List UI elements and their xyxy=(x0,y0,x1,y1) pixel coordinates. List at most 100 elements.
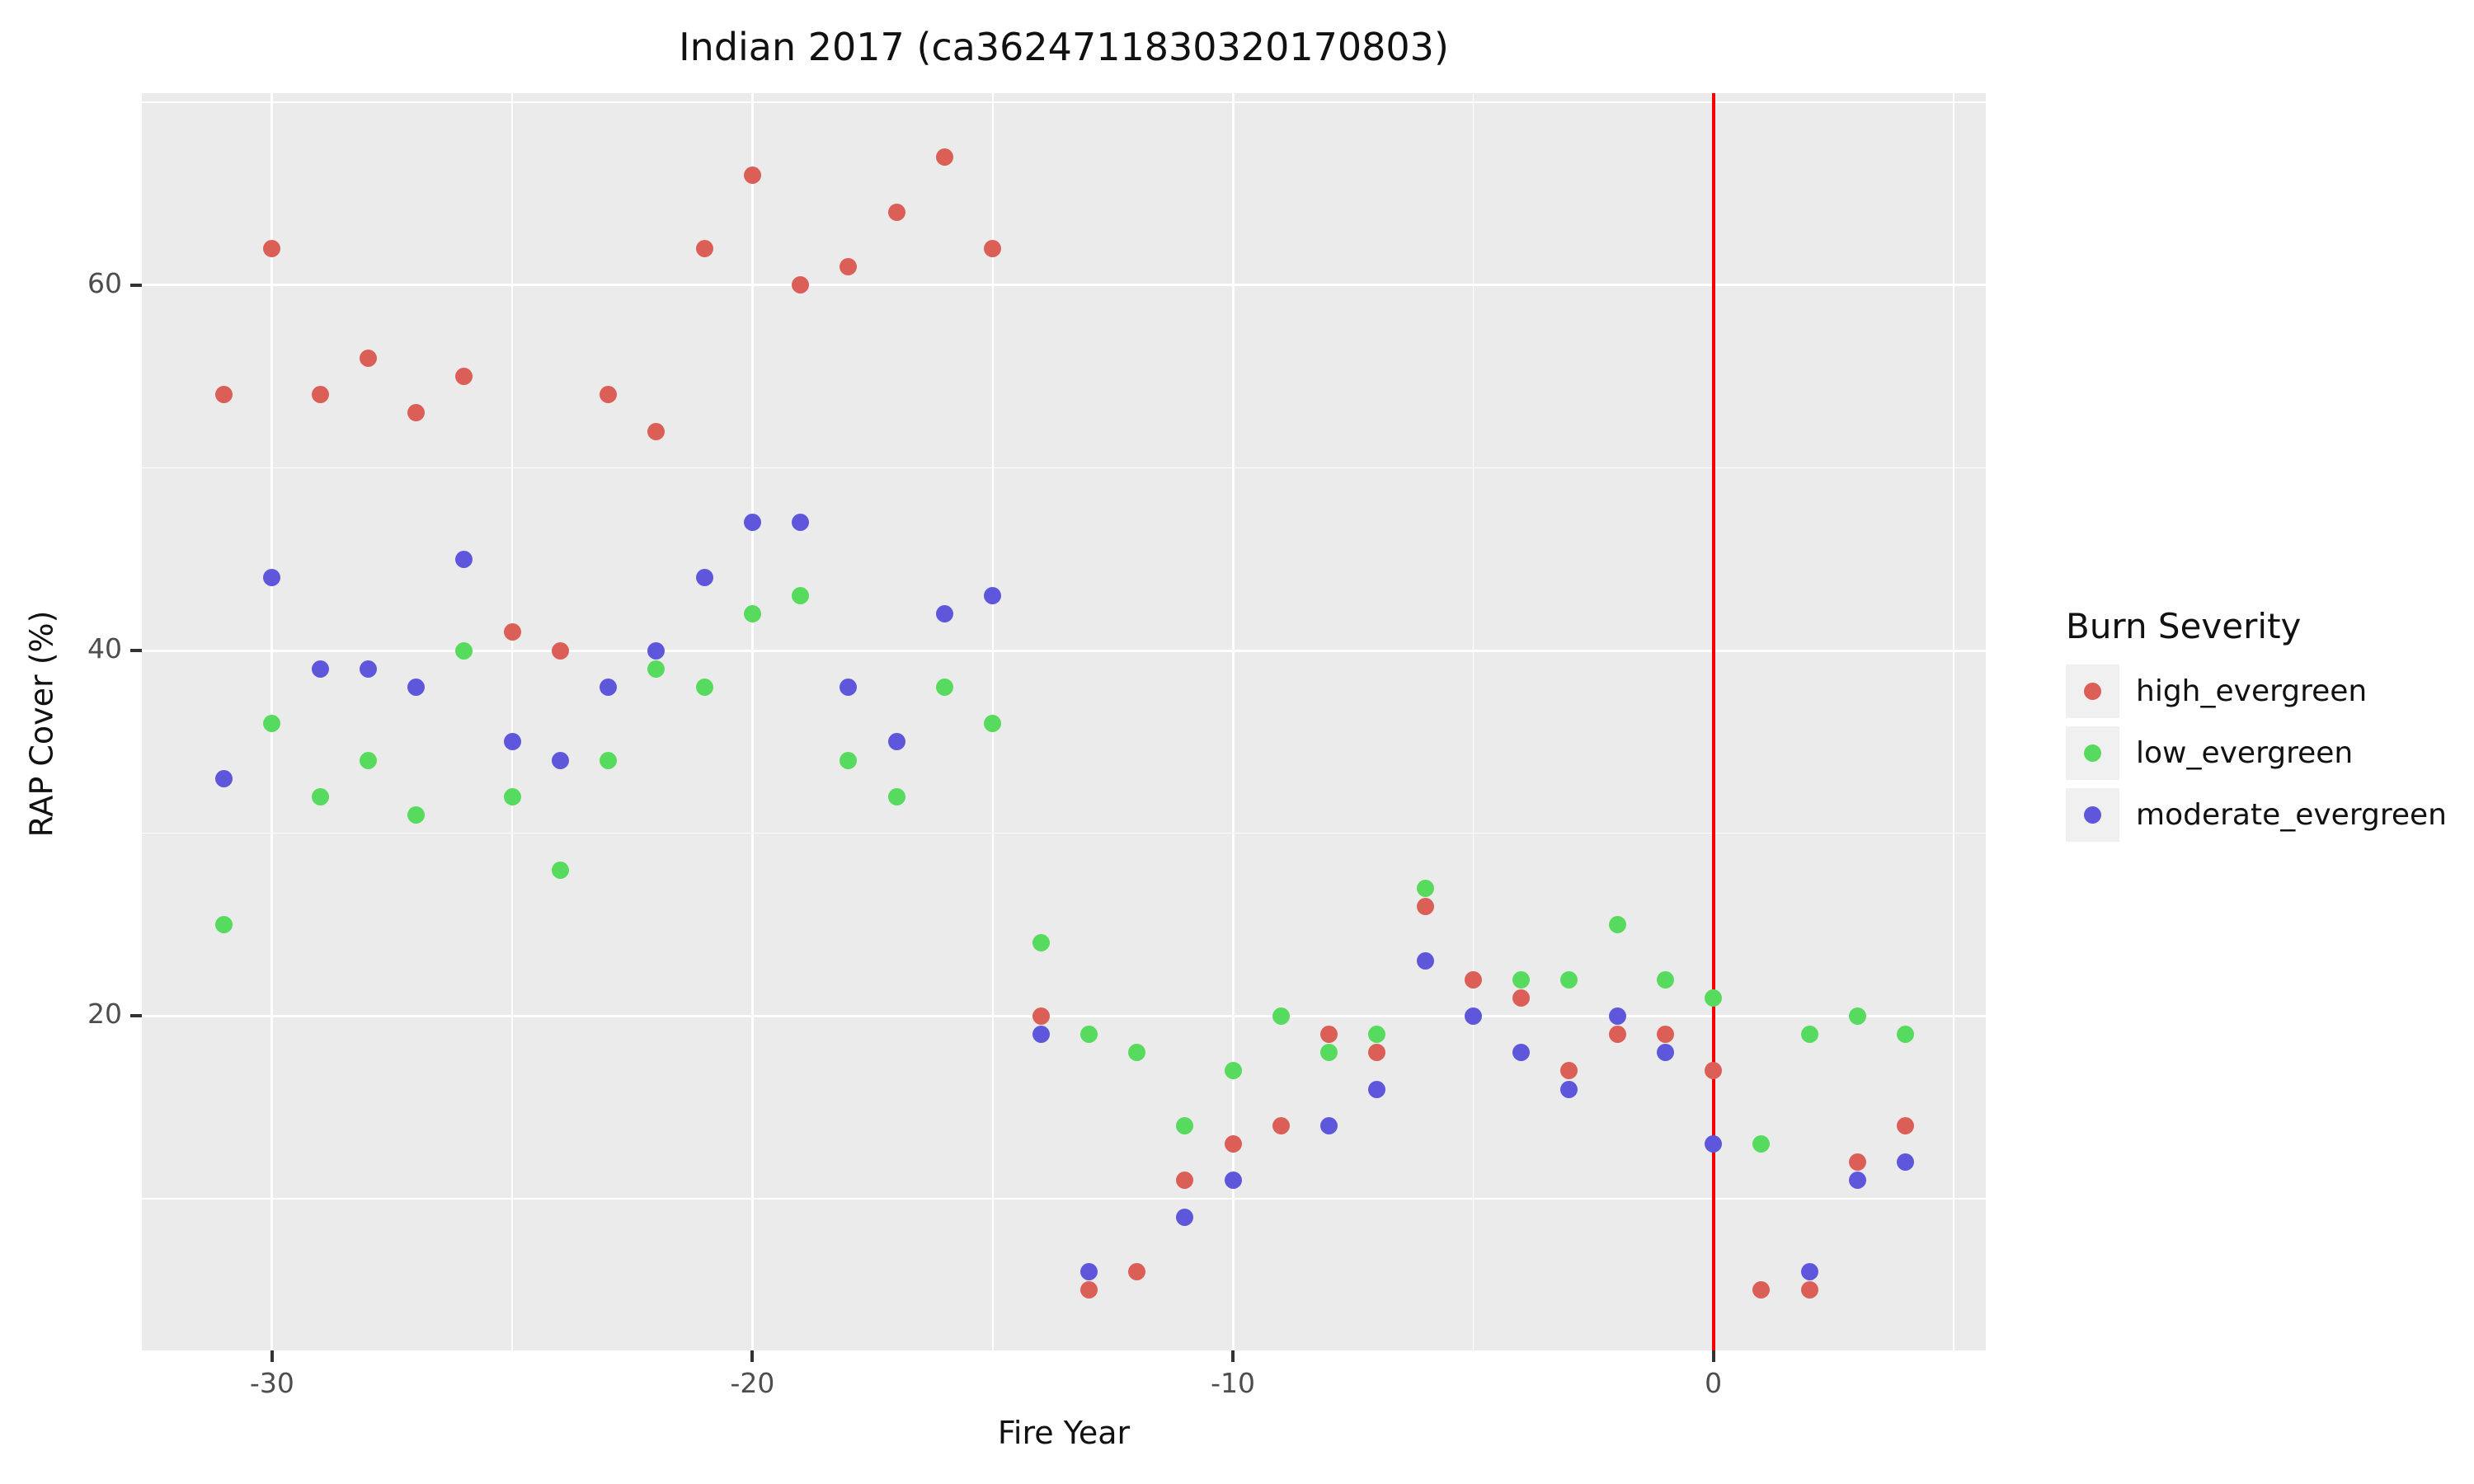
data-point-moderate_evergreen xyxy=(1800,1263,1818,1281)
data-point-low_evergreen xyxy=(1032,934,1050,952)
x-tick-label: -10 xyxy=(1211,1367,1256,1399)
data-point-low_evergreen xyxy=(1416,879,1434,897)
data-point-low_evergreen xyxy=(792,587,810,605)
legend-dot-icon xyxy=(2084,683,2101,700)
data-point-moderate_evergreen xyxy=(263,568,281,586)
data-point-high_evergreen xyxy=(1128,1263,1146,1281)
data-point-high_evergreen xyxy=(1512,989,1531,1007)
data-point-moderate_evergreen xyxy=(215,769,233,787)
y-tick-label: 60 xyxy=(87,266,122,299)
x-minor-gridline xyxy=(1953,93,1954,1350)
data-point-high_evergreen xyxy=(503,623,521,641)
y-tick-mark xyxy=(130,283,142,287)
data-point-moderate_evergreen xyxy=(1464,1007,1482,1025)
data-point-low_evergreen xyxy=(1224,1062,1242,1080)
legend-item-label: high_evergreen xyxy=(2136,674,2368,708)
data-point-moderate_evergreen xyxy=(551,751,569,769)
data-point-high_evergreen xyxy=(1416,897,1434,915)
data-point-low_evergreen xyxy=(1128,1044,1146,1062)
y-minor-gridline xyxy=(142,1198,1986,1200)
y-minor-gridline xyxy=(142,832,1986,834)
data-point-high_evergreen xyxy=(1032,1007,1050,1025)
data-point-moderate_evergreen xyxy=(936,605,954,623)
x-tick-mark xyxy=(1711,1350,1715,1362)
data-point-moderate_evergreen xyxy=(1848,1172,1866,1190)
data-point-low_evergreen xyxy=(1897,1026,1915,1044)
chart-title: Indian 2017 (ca3624711830320170803) xyxy=(679,25,1449,69)
legend-dot-icon xyxy=(2084,744,2101,762)
data-point-low_evergreen xyxy=(1079,1026,1098,1044)
data-point-low_evergreen xyxy=(311,787,329,805)
data-point-moderate_evergreen xyxy=(695,568,713,586)
data-point-moderate_evergreen xyxy=(887,733,905,751)
fire-year-vline xyxy=(1711,93,1715,1350)
data-point-high_evergreen xyxy=(1656,1026,1674,1044)
data-point-high_evergreen xyxy=(936,148,954,167)
data-point-low_evergreen xyxy=(359,751,377,769)
y-tick-label: 40 xyxy=(87,632,122,665)
x-tick-mark xyxy=(750,1350,755,1362)
data-point-low_evergreen xyxy=(743,605,761,623)
data-point-low_evergreen xyxy=(263,715,281,733)
legend-item-high_evergreen: high_evergreen xyxy=(2066,665,2462,718)
legend-item-low_evergreen: low_evergreen xyxy=(2066,726,2462,780)
data-point-low_evergreen xyxy=(503,787,521,805)
legend-dot-icon xyxy=(2084,806,2101,824)
data-point-high_evergreen xyxy=(1464,970,1482,989)
y-tick-mark xyxy=(130,1014,142,1018)
legend-key-swatch xyxy=(2066,726,2119,780)
data-point-low_evergreen xyxy=(1608,916,1626,934)
y-minor-gridline xyxy=(142,467,1986,469)
data-point-low_evergreen xyxy=(1512,970,1531,989)
data-point-high_evergreen xyxy=(1752,1281,1771,1299)
data-point-low_evergreen xyxy=(1800,1026,1818,1044)
data-point-moderate_evergreen xyxy=(407,678,426,696)
data-point-moderate_evergreen xyxy=(1368,1080,1386,1098)
legend-item-label: low_evergreen xyxy=(2136,736,2354,770)
data-point-high_evergreen xyxy=(1368,1044,1386,1062)
x-major-gridline xyxy=(1231,93,1235,1350)
data-point-moderate_evergreen xyxy=(1416,952,1434,970)
x-tick-label: 0 xyxy=(1705,1367,1723,1399)
data-point-moderate_evergreen xyxy=(1512,1044,1531,1062)
data-point-low_evergreen xyxy=(984,715,1002,733)
x-tick-label: -20 xyxy=(730,1367,775,1399)
data-point-low_evergreen xyxy=(887,787,905,805)
data-point-high_evergreen xyxy=(407,404,426,422)
data-point-high_evergreen xyxy=(600,386,618,404)
data-point-high_evergreen xyxy=(887,203,905,221)
legend-title: Burn Severity xyxy=(2066,606,2302,646)
data-point-low_evergreen xyxy=(840,751,858,769)
data-point-high_evergreen xyxy=(215,386,233,404)
legend-key-swatch xyxy=(2066,788,2119,842)
x-major-gridline xyxy=(750,93,754,1350)
data-point-high_evergreen xyxy=(792,276,810,294)
data-point-high_evergreen xyxy=(1800,1281,1818,1299)
data-point-low_evergreen xyxy=(1176,1116,1194,1134)
data-point-low_evergreen xyxy=(647,660,666,678)
data-point-low_evergreen xyxy=(407,806,426,824)
data-point-moderate_evergreen xyxy=(647,641,666,660)
data-point-moderate_evergreen xyxy=(1320,1116,1338,1134)
y-minor-gridline xyxy=(142,101,1986,103)
data-point-moderate_evergreen xyxy=(1608,1007,1626,1025)
data-point-high_evergreen xyxy=(1176,1172,1194,1190)
data-point-moderate_evergreen xyxy=(1560,1080,1578,1098)
legend-key-swatch xyxy=(2066,665,2119,718)
data-point-high_evergreen xyxy=(1224,1135,1242,1153)
y-major-gridline xyxy=(142,284,1986,287)
data-point-moderate_evergreen xyxy=(984,587,1002,605)
data-point-moderate_evergreen xyxy=(1079,1263,1098,1281)
data-point-moderate_evergreen xyxy=(743,514,761,532)
x-tick-mark xyxy=(1231,1350,1235,1362)
x-tick-label: -30 xyxy=(249,1367,294,1399)
data-point-low_evergreen xyxy=(1560,970,1578,989)
data-point-low_evergreen xyxy=(455,641,473,660)
data-point-high_evergreen xyxy=(311,386,329,404)
data-point-low_evergreen xyxy=(1848,1007,1866,1025)
legend-item-moderate_evergreen: moderate_evergreen xyxy=(2066,788,2462,842)
data-point-high_evergreen xyxy=(1608,1026,1626,1044)
data-point-high_evergreen xyxy=(1320,1026,1338,1044)
data-point-high_evergreen xyxy=(359,349,377,367)
